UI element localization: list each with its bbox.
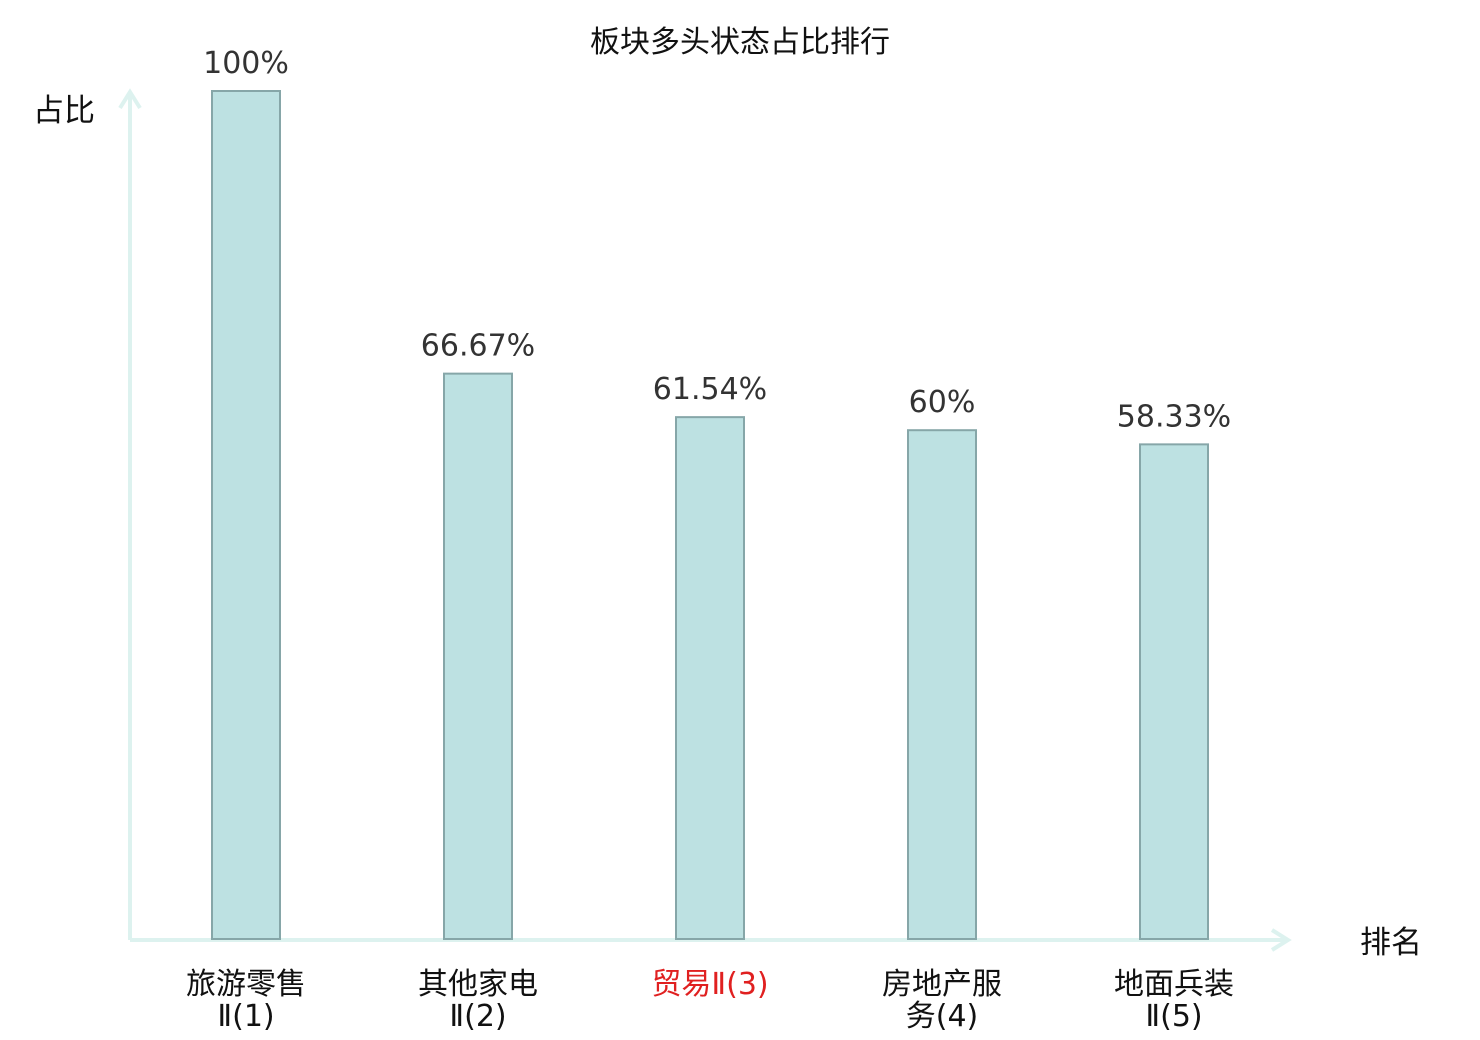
category-label-4: 房地产服 (882, 967, 1002, 1002)
bars-group (211, 90, 1209, 940)
category-label-2-line2: Ⅱ(2) (449, 999, 506, 1034)
category-label-2: 其他家电 (418, 967, 538, 1002)
value-label-1: 100% (203, 46, 289, 81)
category-label-3: 贸易Ⅱ(3) (651, 967, 768, 1002)
value-label-5: 58.33% (1117, 399, 1231, 434)
value-labels-group: 100% 66.67% 61.54% 60% 58.33% (203, 46, 1231, 434)
bar-4 (907, 429, 977, 940)
category-label-1-line2: Ⅱ(1) (217, 999, 274, 1034)
x-axis-label: 排名 (1360, 925, 1422, 961)
value-label-2: 66.67% (421, 329, 535, 364)
category-label-1: 旅游零售 (186, 967, 306, 1002)
y-axis-label: 占比 (33, 93, 95, 129)
category-label-4-line2: 务(4) (906, 999, 979, 1034)
value-label-3: 61.54% (653, 372, 767, 407)
bar-2 (443, 372, 513, 940)
y-axis (118, 88, 142, 940)
bar-3 (675, 416, 745, 940)
value-label-4: 60% (909, 385, 976, 420)
category-label-5-line2: Ⅱ(5) (1145, 999, 1202, 1034)
bar-5 (1139, 443, 1209, 940)
category-label-5: 地面兵装 (1114, 967, 1234, 1002)
bar-1 (211, 90, 281, 940)
chart-title: 板块多头状态占比排行 (590, 25, 890, 60)
